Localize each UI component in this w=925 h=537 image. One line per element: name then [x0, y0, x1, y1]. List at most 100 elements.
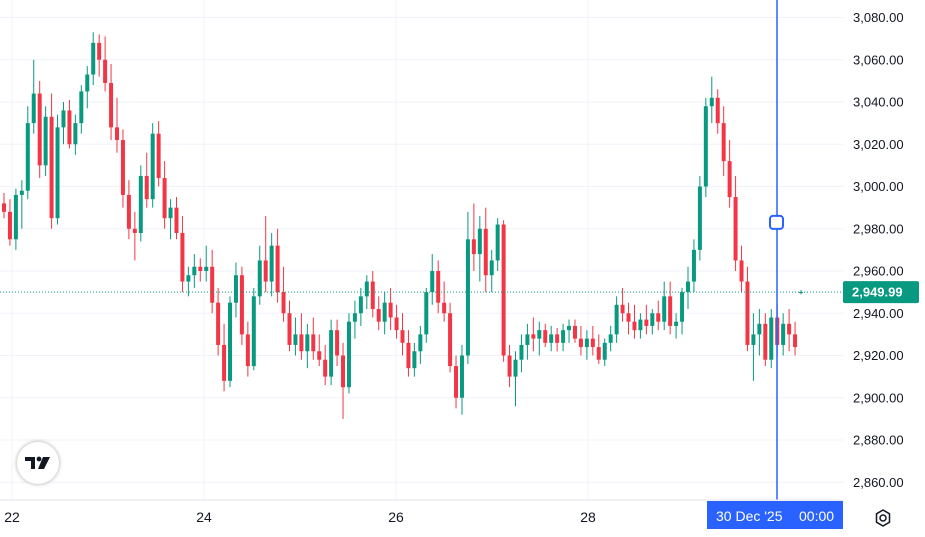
settings-gear-icon	[875, 509, 891, 527]
candle	[406, 330, 411, 377]
candle	[584, 330, 589, 360]
crosshair-time-label: 00:00	[799, 508, 834, 524]
price-axis-tick-label: 2,920.00	[853, 348, 904, 363]
candle-body	[79, 91, 84, 124]
candle	[352, 300, 357, 339]
price-axis-tick-label: 3,020.00	[853, 137, 904, 152]
candle-body	[156, 133, 161, 179]
candle-body	[43, 116, 48, 166]
candle	[739, 245, 744, 293]
candle	[561, 323, 566, 352]
candle-body	[680, 292, 685, 322]
candle-series	[2, 32, 803, 419]
candle-body	[31, 93, 36, 124]
candle-body	[364, 281, 369, 297]
candle	[329, 319, 334, 386]
candle	[13, 188, 18, 250]
candle-body	[650, 313, 655, 326]
crosshair-handle[interactable]	[769, 214, 784, 230]
candle-body	[358, 296, 363, 314]
candle-body	[341, 355, 346, 388]
candle	[757, 309, 762, 356]
candle-body	[537, 330, 542, 339]
candle	[668, 281, 673, 335]
tradingview-logo[interactable]	[17, 442, 59, 484]
candle-body	[781, 323, 786, 345]
candle	[697, 175, 702, 261]
candle-body	[162, 178, 167, 219]
candle-body	[257, 260, 262, 297]
candle	[531, 317, 536, 352]
candle	[61, 102, 66, 145]
candle-body	[793, 334, 798, 348]
candle	[596, 334, 601, 364]
price-axis-tick-label: 3,040.00	[853, 95, 904, 110]
candle-body	[311, 334, 316, 352]
candle	[275, 228, 280, 303]
candle	[519, 334, 524, 373]
time-axis[interactable]: 22 24 26 28	[4, 509, 596, 525]
candle-body	[697, 186, 702, 250]
candle	[489, 249, 494, 293]
candle	[459, 344, 464, 415]
candle	[335, 319, 340, 367]
candle-body	[412, 351, 417, 369]
candle-body	[483, 228, 488, 276]
candle-body	[251, 296, 256, 367]
candle-body	[299, 334, 304, 352]
candle	[323, 344, 328, 386]
candle	[7, 199, 12, 246]
candle-body	[293, 334, 298, 345]
candle-body	[644, 319, 649, 326]
price-axis-tick-label: 2,860.00	[853, 475, 904, 490]
candle	[43, 106, 48, 176]
candle-body	[317, 351, 322, 360]
candle-body	[489, 260, 494, 276]
candle	[430, 254, 435, 305]
candle-body	[614, 304, 619, 335]
candle-body	[656, 313, 661, 322]
candle	[454, 355, 459, 409]
candle-body	[376, 309, 381, 322]
candle-body	[263, 260, 268, 282]
candle-body	[721, 123, 726, 162]
price-axis[interactable]: 3,080.00 3,060.00 3,040.00 3,020.00 3,000.00…	[853, 10, 904, 490]
candle	[341, 342, 346, 419]
candle-body	[91, 42, 96, 75]
candle-body	[352, 313, 357, 322]
candle-body	[543, 330, 548, 343]
candle-body	[567, 325, 572, 331]
candle	[656, 300, 661, 331]
candle-body	[525, 334, 530, 345]
candle-body	[55, 127, 60, 219]
candle	[715, 89, 720, 134]
candle-body	[555, 334, 560, 343]
candle-body	[370, 281, 375, 310]
candle	[186, 266, 191, 297]
candle	[691, 239, 696, 293]
chart-settings-button[interactable]	[870, 505, 896, 531]
candle-body	[465, 239, 470, 356]
candle-body	[674, 321, 679, 326]
candle-body	[335, 330, 340, 356]
price-axis-tick-label: 3,000.00	[853, 179, 904, 194]
candle-body	[757, 323, 762, 335]
candle	[733, 175, 738, 271]
candle	[97, 34, 102, 77]
candle-body	[477, 228, 482, 255]
candle	[471, 203, 476, 271]
candle	[745, 266, 750, 352]
candle-body	[382, 302, 387, 322]
candle	[608, 325, 613, 352]
candle	[370, 271, 375, 318]
time-axis-tick-label: 22	[4, 509, 20, 525]
candle	[216, 287, 221, 356]
candle	[525, 323, 530, 360]
candle	[620, 287, 625, 322]
price-axis-tick-label: 2,940.00	[853, 306, 904, 321]
candle-body	[49, 116, 54, 219]
candle	[424, 287, 429, 343]
candle-body	[745, 281, 750, 345]
candle	[590, 325, 595, 356]
